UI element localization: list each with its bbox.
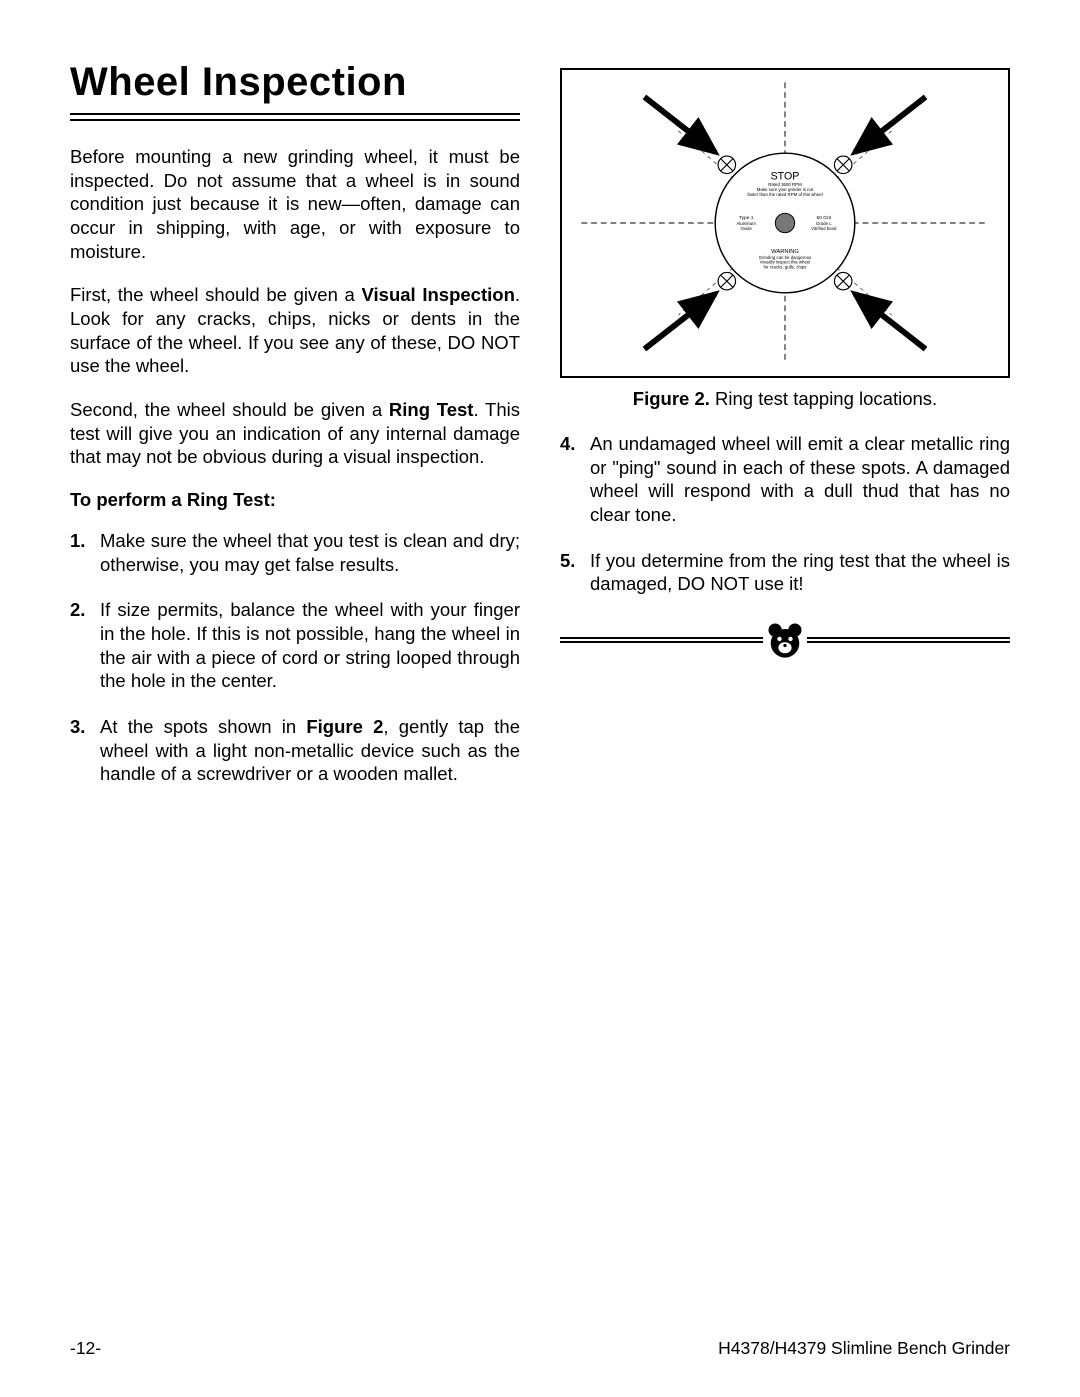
p3-prefix: Second, the wheel should be given a [70,399,389,420]
figure-caption-text: Ring test tapping locations. [710,388,937,409]
svg-text:faster than the rated RPM of t: faster than the rated RPM of this wheel [747,192,822,197]
tap-marker [834,156,851,173]
step-number: 2. [70,598,100,693]
two-column-layout: Wheel Inspection Before mounting a new g… [70,60,1010,808]
right-column: STOP Rated 3600 RPM Make sure your grind… [560,60,1010,808]
step-number: 5. [560,549,590,596]
ring-test-paragraph: Second, the wheel should be given a Ring… [70,398,520,469]
figure-caption: Figure 2. Ring test tapping locations. [560,388,1010,410]
left-column: Wheel Inspection Before mounting a new g… [70,60,520,808]
step-number: 1. [70,529,100,576]
svg-text:Vitrified bond: Vitrified bond [811,226,837,231]
ring-test-subhead: To perform a Ring Test: [70,489,520,511]
figure-label: Figure 2. [633,388,710,409]
svg-text:for cracks, gulls, chips: for cracks, gulls, chips [764,265,808,270]
wheel-stop-label: STOP [771,170,800,182]
step3-bold: Figure 2 [306,716,383,737]
step-text: At the spots shown in Figure 2, gently t… [100,715,520,786]
p3-bold: Ring Test [389,399,474,420]
ring-test-steps-right: 4. An undamaged wheel will emit a clear … [560,432,1010,596]
p2-bold: Visual Inspection [362,284,515,305]
ring-test-svg: STOP Rated 3600 RPM Make sure your grind… [562,70,1008,376]
step3-pre: At the spots shown in [100,716,306,737]
section-divider [560,618,1010,662]
step-text: If size permits, balance the wheel with … [100,598,520,693]
list-item: 4. An undamaged wheel will emit a clear … [560,432,1010,527]
document-title: H4378/H4379 Slimline Bench Grinder [718,1338,1010,1359]
step-number: 3. [70,715,100,786]
tap-marker [718,272,735,289]
step-text: If you determine from the ring test that… [590,549,1010,596]
tap-marker [834,272,851,289]
step-text: An undamaged wheel will emit a clear met… [590,432,1010,527]
page: Wheel Inspection Before mounting a new g… [0,0,1080,1397]
section-title: Wheel Inspection [70,60,520,105]
tap-marker [718,156,735,173]
title-rule [70,113,520,121]
step-text: Make sure the wheel that you test is cle… [100,529,520,576]
visual-inspection-paragraph: First, the wheel should be given a Visua… [70,283,520,378]
intro-paragraph: Before mounting a new grinding wheel, it… [70,145,520,263]
page-footer: -12- H4378/H4379 Slimline Bench Grinder [70,1338,1010,1359]
list-item: 1. Make sure the wheel that you test is … [70,529,520,576]
list-item: 2. If size permits, balance the wheel wi… [70,598,520,693]
list-item: 5. If you determine from the ring test t… [560,549,1010,596]
figure-2-diagram: STOP Rated 3600 RPM Make sure your grind… [560,68,1010,378]
divider-line-right [807,635,1010,645]
divider-line-left [560,635,763,645]
list-item: 3. At the spots shown in Figure 2, gentl… [70,715,520,786]
bear-icon [763,618,807,662]
step-number: 4. [560,432,590,527]
page-number: -12- [70,1338,101,1359]
ring-test-steps-left: 1. Make sure the wheel that you test is … [70,529,520,786]
p2-prefix: First, the wheel should be given a [70,284,362,305]
svg-text:Oxide: Oxide [741,226,753,231]
